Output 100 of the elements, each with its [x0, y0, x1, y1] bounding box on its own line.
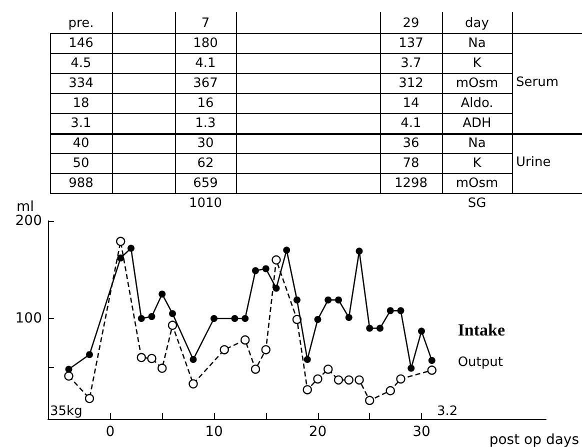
- point: [148, 313, 156, 320]
- point: [158, 290, 166, 298]
- point: [386, 307, 394, 314]
- point: [158, 364, 167, 373]
- text: 30: [196, 136, 215, 152]
- point: [86, 351, 93, 358]
- text: K: [472, 156, 482, 172]
- point: [376, 324, 384, 332]
- point: [345, 314, 352, 322]
- point: [169, 310, 176, 318]
- text: 137: [398, 36, 424, 52]
- series-label: Intake: [458, 320, 506, 340]
- text: 334: [68, 76, 94, 92]
- point: [334, 375, 344, 385]
- point: [314, 316, 322, 323]
- point: [302, 385, 312, 394]
- x-tick-label: 10: [205, 424, 223, 440]
- point: [210, 314, 218, 322]
- point: [428, 356, 436, 364]
- text: 40: [72, 136, 90, 152]
- text: ADH: [462, 116, 492, 132]
- text: mOsm: [454, 176, 500, 192]
- point: [324, 296, 332, 304]
- point: [242, 314, 249, 322]
- text: 50: [72, 156, 90, 172]
- text: 146: [68, 36, 94, 52]
- point: [117, 254, 124, 262]
- text: 3.1: [70, 116, 92, 132]
- point: [272, 255, 281, 265]
- series-label: Output: [458, 354, 503, 370]
- text: 36: [402, 136, 420, 152]
- point: [396, 374, 406, 384]
- point: [168, 320, 178, 330]
- point: [386, 386, 395, 396]
- text: SG: [466, 196, 488, 212]
- y-tick-label: 200: [15, 212, 42, 229]
- point: [252, 267, 259, 274]
- point: [188, 379, 198, 388]
- x-tick-label: 0: [106, 424, 115, 440]
- text: 78: [402, 156, 420, 172]
- text: 988: [68, 176, 94, 192]
- point: [418, 328, 425, 335]
- x-axis-title: post op days: [489, 432, 579, 447]
- text: Na: [467, 136, 487, 152]
- point: [366, 324, 374, 332]
- point: [250, 364, 260, 374]
- point: [294, 296, 300, 304]
- text: K: [472, 56, 482, 72]
- text: 180: [192, 36, 219, 52]
- y-tick-label: 100: [15, 310, 42, 326]
- text: 4.1: [194, 56, 217, 72]
- text: day: [464, 16, 490, 32]
- point: [240, 335, 250, 345]
- text: 1010: [188, 196, 224, 212]
- point: [136, 352, 146, 362]
- text: 18: [72, 96, 90, 112]
- text: pre.: [67, 16, 95, 32]
- point: [84, 394, 94, 404]
- point: [262, 265, 270, 272]
- text: 16: [196, 96, 215, 112]
- text: 659: [192, 176, 219, 192]
- point: [128, 244, 134, 252]
- x-tick-label: 30: [412, 424, 430, 440]
- text: 312: [398, 76, 424, 92]
- point: [64, 371, 74, 381]
- text: 7: [200, 16, 211, 32]
- text: 1.3: [194, 116, 217, 132]
- point: [344, 375, 354, 385]
- text: 14: [402, 96, 420, 112]
- point: [365, 396, 374, 406]
- point: [313, 374, 322, 384]
- point: [231, 314, 238, 322]
- text: 4.5: [70, 56, 92, 72]
- point: [116, 236, 126, 246]
- text: Serum: [516, 75, 558, 91]
- point: [397, 307, 404, 314]
- text: 4.1: [400, 116, 422, 132]
- point: [335, 296, 342, 304]
- point: [147, 354, 156, 364]
- text: 29: [402, 16, 420, 32]
- annotation: 3.2: [437, 404, 458, 419]
- point: [272, 284, 280, 292]
- text: Aldo.: [460, 96, 494, 112]
- x-tick-label: 20: [308, 424, 327, 440]
- y-axis-title: ml: [16, 199, 34, 215]
- point: [324, 364, 333, 374]
- text: 367: [192, 76, 219, 92]
- point: [190, 356, 197, 363]
- text: 62: [196, 156, 215, 172]
- text: 1298: [393, 176, 429, 192]
- point: [427, 366, 436, 375]
- point: [65, 366, 72, 373]
- point: [261, 345, 270, 354]
- point: [354, 375, 364, 385]
- text: mOsm: [454, 76, 500, 92]
- text: Urine: [516, 155, 551, 171]
- point: [356, 248, 363, 255]
- point: [220, 345, 229, 354]
- point: [408, 364, 415, 372]
- annotation: 35kg: [50, 404, 82, 419]
